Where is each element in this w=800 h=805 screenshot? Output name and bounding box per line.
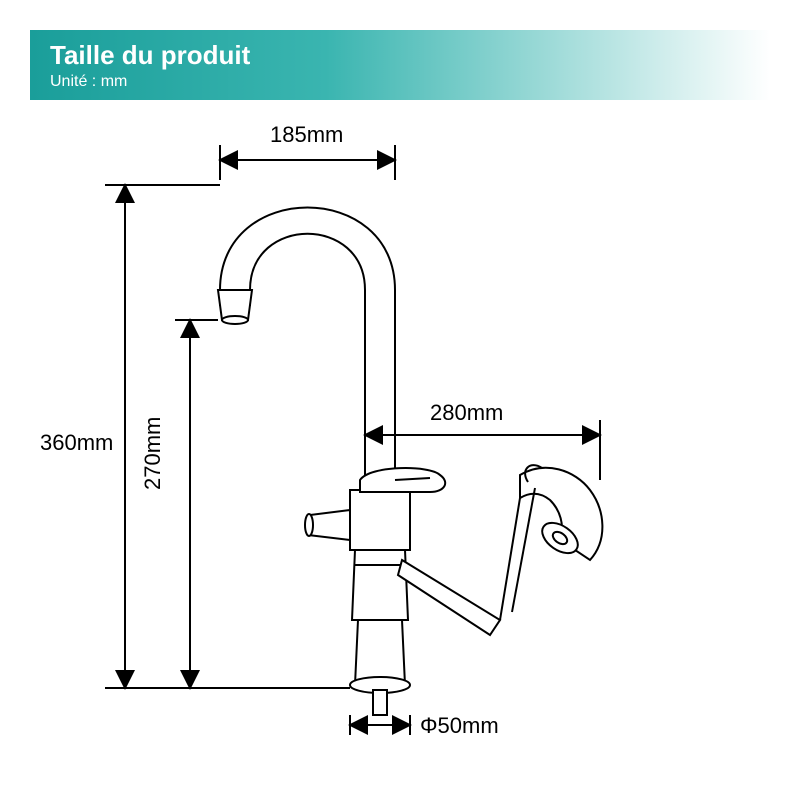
header-title: Taille du produit	[50, 40, 750, 71]
sprayer-head	[500, 465, 602, 620]
faucet-body	[218, 208, 602, 716]
dim-spout-reach: 185mm	[270, 122, 343, 148]
header-banner: Taille du produit Unité : mm	[30, 30, 770, 100]
faucet-svg	[0, 120, 800, 800]
product-diagram: 185mm 360mm 270mm 280mm Φ50mm	[0, 120, 800, 800]
dim-total-height: 360mm	[40, 430, 113, 456]
dim-spout-height: 270mm	[140, 417, 166, 490]
dim-spray-width: 280mm	[430, 400, 503, 426]
header-subtitle: Unité : mm	[50, 73, 750, 91]
dim-base-diameter: Φ50mm	[420, 713, 499, 739]
